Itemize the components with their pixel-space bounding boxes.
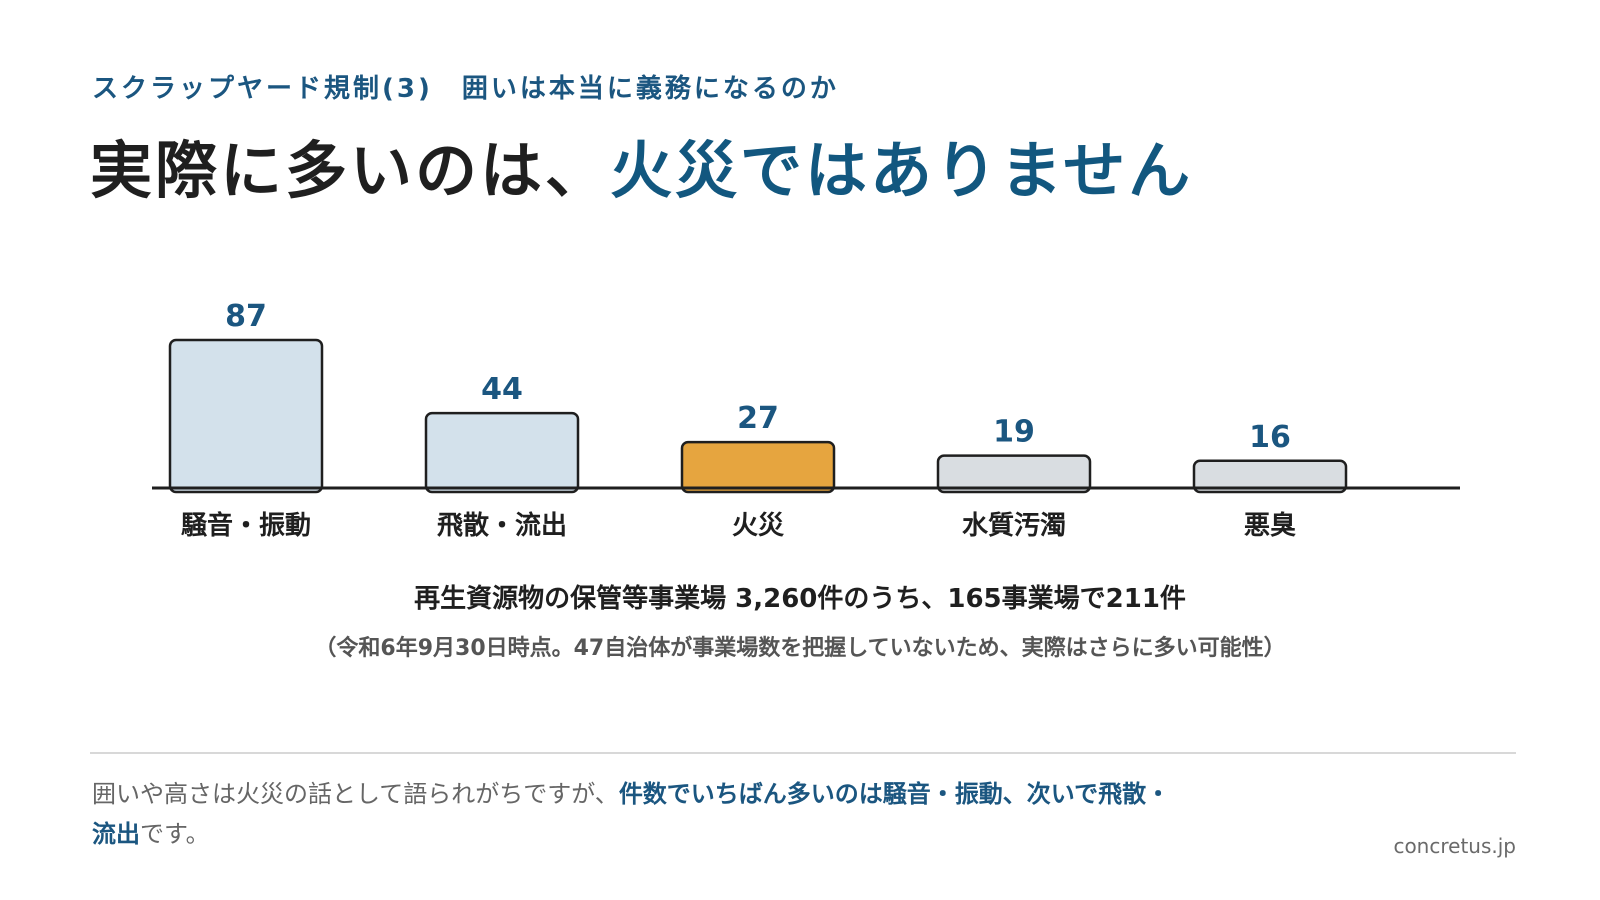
bar — [1192, 459, 1348, 494]
page-title: 実際に多いのは、火災ではありません — [90, 120, 1193, 210]
footer-text-end: です。 — [140, 820, 210, 848]
category-label: 水質汚濁 — [962, 511, 1066, 541]
title-accent: 火災ではありません — [610, 134, 1194, 207]
value-label: 19 — [993, 415, 1035, 450]
page-subtitle: スクラップヤード規制(3) 囲いは本当に義務になるのか — [92, 74, 839, 104]
bar — [680, 440, 836, 494]
footer-text-highlight: 件数でいちばん多いのは騒音・振動、次いで飛散・ — [618, 780, 1171, 808]
bar-chart: 87 騒音・振動 44 飛散・流出 27 火災 19 水質汚濁 16 悪臭 — [152, 299, 1460, 541]
bar — [424, 411, 580, 494]
category-label: 火災 — [732, 511, 785, 541]
divider — [90, 752, 1516, 754]
footer-text-plain: 囲いや高さは火災の話として語られがちですが、 — [92, 780, 619, 808]
title-main: 実際に多いのは、 — [90, 134, 611, 207]
chart-note: （令和6年9月30日時点。47自治体が事業場数を把握していないため、実際はさらに… — [314, 636, 1286, 661]
value-label: 27 — [737, 401, 779, 436]
bar — [168, 338, 324, 494]
value-label: 16 — [1249, 420, 1291, 455]
bar — [936, 454, 1092, 494]
footer-text-highlight-2: 流出 — [92, 820, 140, 848]
chart-summary: 再生資源物の保管等事業場 3,260件のうち、165事業場で211件 — [414, 584, 1186, 614]
value-label: 87 — [225, 299, 267, 334]
value-label: 44 — [481, 372, 523, 407]
category-label: 騒音・振動 — [181, 510, 311, 541]
footer-text: 囲いや高さは火災の話として語られがちですが、件数でいちばん多いのは騒音・振動、次… — [92, 774, 1292, 854]
category-label: 悪臭 — [1244, 511, 1296, 541]
category-label: 飛散・流出 — [437, 511, 567, 541]
site-credit: concretus.jp — [1393, 834, 1516, 858]
